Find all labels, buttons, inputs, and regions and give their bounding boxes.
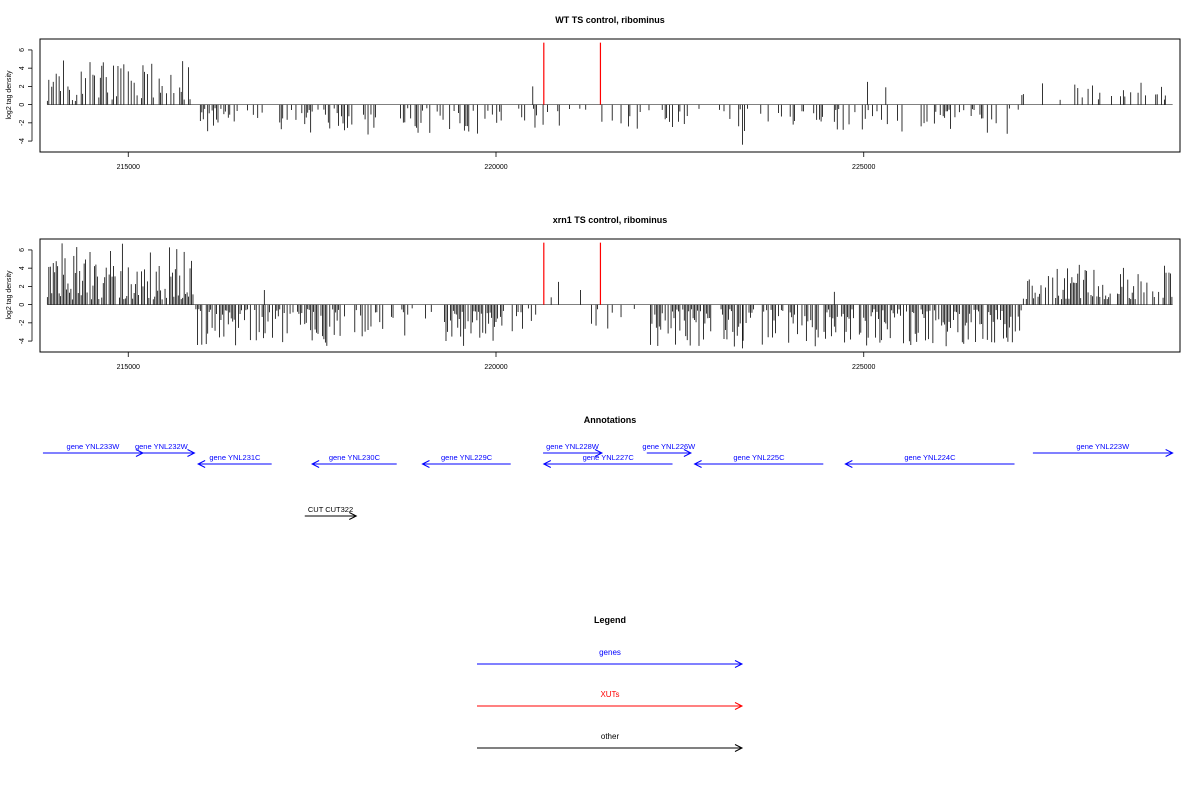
feature-arrowhead: [311, 460, 320, 468]
xrn1-y-tick-label: -4: [19, 338, 26, 344]
feature-gene-ynl230c: gene YNL230C: [311, 453, 397, 468]
feature-gene-ynl223w: gene YNL223W: [1032, 442, 1174, 457]
wt-panel: WT TS control, ribominus log2 tag densit…: [6, 15, 1181, 171]
xrn1-y-tick-label: 2: [19, 284, 26, 288]
wt-markers: [543, 42, 602, 105]
feature-arrowhead: [187, 449, 196, 457]
legend-title: Legend: [594, 615, 626, 625]
legend-arrowhead: [734, 660, 744, 668]
feature-label: CUT CUT322: [308, 505, 353, 514]
feature-label: gene YNL232W: [135, 442, 189, 451]
legend-label: other: [601, 732, 620, 741]
feature-arrowhead: [197, 460, 206, 468]
annotations-track: Annotations gene YNL233W gene YNL232Wgene…: [42, 415, 1174, 520]
xrn1-y-tick-label: -2: [19, 320, 26, 326]
feature-gene-ynl229c: gene YNL229C: [421, 453, 511, 468]
feature-label: gene YNL226W: [642, 442, 696, 451]
feature-arrowhead: [542, 460, 552, 468]
feature-label: gene YNL228W: [546, 442, 600, 451]
legend-arrowhead: [734, 744, 744, 752]
feature-gene-ynl225c: gene YNL225C: [693, 453, 824, 468]
wt-x-tick-label: 225000: [852, 164, 875, 171]
feature-label: gene YNL223W: [1076, 442, 1130, 451]
feature-arrowhead: [693, 460, 702, 468]
feature-arrowhead: [1165, 449, 1174, 457]
legend-arrowhead: [734, 702, 744, 710]
wt-x-tick-label: 220000: [484, 164, 507, 171]
feature-label: gene YNL230C: [329, 453, 381, 462]
wt-y-tick-label: 2: [19, 84, 26, 88]
annotations-title: Annotations: [584, 415, 637, 425]
legend-item-genes: genes: [477, 648, 744, 668]
feature-label: gene YNL233W: [67, 442, 121, 451]
feature-gene-ynl232w: gene YNL232W: [128, 442, 196, 457]
feature-gene-ynl224c: gene YNL224C: [844, 453, 1015, 468]
xrn1-x-tick-label: 215000: [117, 364, 140, 371]
xrn1-y-axis: -4 -2 0 2 4 6: [19, 248, 33, 344]
feature-label: gene YNL227C: [583, 453, 635, 462]
feature-label: gene YNL231C: [209, 453, 261, 462]
xrn1-y-axis-label: log2 tag density: [6, 270, 13, 320]
legend-items: genes XUTs other: [477, 648, 744, 752]
feature-arrowhead: [683, 449, 693, 457]
xrn1-markers: [543, 242, 602, 305]
wt-y-tick-label: 6: [19, 48, 26, 52]
feature-cut-cut322: CUT CUT322: [304, 505, 358, 520]
feature-arrowhead: [844, 460, 853, 468]
wt-y-tick-label: 0: [19, 103, 26, 107]
wt-bars: [46, 60, 1173, 145]
legend-label: XUTs: [600, 690, 619, 699]
xrn1-panel-title: xrn1 TS control, ribominus: [553, 215, 668, 225]
wt-x-tick-label: 215000: [117, 164, 140, 171]
legend-item-other: other: [477, 732, 744, 752]
feature-gene-ynl231c: gene YNL231C: [197, 453, 272, 468]
wt-plot-frame: [39, 38, 1181, 153]
feature-arrowhead: [421, 460, 430, 468]
wt-y-tick-label: -2: [19, 120, 26, 126]
feature-label: gene YNL225C: [733, 453, 785, 462]
xrn1-y-tick-label: 6: [19, 248, 26, 252]
xrn1-bars: [46, 243, 1173, 349]
wt-panel-title: WT TS control, ribominus: [555, 15, 665, 25]
feature-gene-ynl227c: gene YNL227C: [542, 453, 673, 468]
xrn1-x-axis: 215000 220000 225000: [117, 352, 876, 371]
wt-y-tick-label: -4: [19, 138, 26, 144]
xrn1-y-tick-label: 4: [19, 266, 26, 270]
feature-arrowhead: [349, 512, 358, 520]
wt-x-axis: 215000 220000 225000: [117, 152, 876, 171]
wt-y-axis: -4 -2 0 2 4 6: [19, 48, 33, 144]
legend-item-xuts: XUTs: [477, 690, 744, 710]
wt-y-tick-label: 4: [19, 66, 26, 70]
xrn1-x-tick-label: 225000: [852, 364, 875, 371]
feature-arrowhead: [594, 449, 604, 457]
feature-gene-ynl233w: gene YNL233W: [42, 442, 145, 457]
feature-label: gene YNL229C: [441, 453, 493, 462]
xrn1-panel: xrn1 TS control, ribominus log2 tag dens…: [6, 215, 1181, 371]
feature-list: gene YNL233W gene YNL232W gene YNL231C gene…: [42, 442, 1174, 520]
feature-gene-ynl226w: gene YNL226W: [642, 442, 696, 457]
xrn1-y-tick-label: 0: [19, 303, 26, 307]
feature-label: gene YNL224C: [904, 453, 956, 462]
legend-label: genes: [599, 648, 621, 657]
legend: Legend genes XUTs other: [477, 615, 744, 752]
xrn1-x-tick-label: 220000: [484, 364, 507, 371]
feature-gene-ynl228w: gene YNL228W: [543, 442, 604, 457]
xrn1-plot-frame: [39, 238, 1181, 353]
wt-y-axis-label: log2 tag density: [6, 70, 13, 120]
